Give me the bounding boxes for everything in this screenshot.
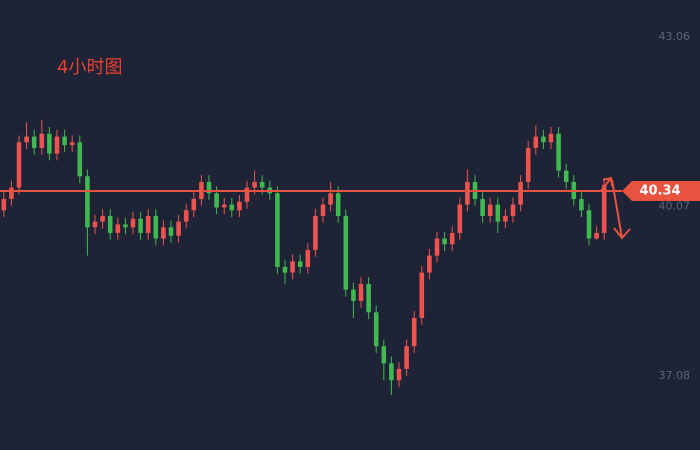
candle-body: [9, 187, 14, 199]
candle-body: [130, 218, 136, 228]
candle-body: [290, 261, 295, 273]
candle-body: [487, 204, 493, 216]
candle-body: [518, 181, 523, 205]
candle-body: [138, 218, 143, 233]
candle-body: [16, 142, 22, 188]
candle-body: [351, 289, 356, 301]
candle-body: [579, 198, 584, 211]
candle-body: [85, 176, 90, 228]
candle-body: [411, 317, 417, 347]
candle-body: [221, 204, 227, 208]
candle-body: [495, 204, 501, 222]
candle-body: [153, 215, 159, 239]
candle-body: [389, 363, 394, 381]
candle-body: [434, 238, 440, 256]
candle-body: [1, 198, 7, 211]
candle-body: [366, 283, 371, 313]
candle-body: [161, 227, 166, 239]
candle-body: [358, 283, 364, 301]
candle-body: [556, 133, 561, 171]
candle-body: [563, 170, 569, 182]
y-tick-label: 40.07: [659, 199, 691, 212]
candle-body: [92, 221, 98, 228]
candle-body: [525, 147, 531, 182]
candle-body: [586, 210, 592, 239]
candle-body: [100, 215, 105, 222]
candle-body: [31, 136, 37, 148]
candle-body: [335, 193, 341, 216]
candle-body: [480, 198, 485, 216]
candle-body: [24, 136, 29, 143]
candle-body: [419, 272, 425, 318]
y-tick-label: 43.06: [659, 30, 691, 43]
candle-body: [465, 181, 470, 205]
candle-body: [297, 261, 303, 267]
candle-body: [275, 193, 280, 267]
candle-body: [503, 215, 508, 222]
candle-body: [541, 136, 546, 143]
candle-body: [404, 346, 409, 369]
candle-body: [206, 181, 212, 194]
candle-body: [115, 224, 121, 233]
candle-body: [176, 221, 181, 236]
candle-body: [47, 133, 52, 154]
candle-body: [62, 136, 67, 146]
candle-body: [237, 201, 242, 211]
candle-body: [244, 187, 250, 202]
candle-body: [373, 312, 379, 347]
candle-body: [39, 133, 45, 148]
price-label: 40.34: [639, 183, 680, 198]
candle-body: [328, 193, 333, 205]
candle-body: [191, 198, 197, 211]
candle-body: [601, 184, 607, 233]
candle-body: [259, 181, 265, 188]
annotation-arrows: [600, 176, 631, 240]
candle-body: [343, 215, 349, 290]
candle-body: [457, 204, 463, 233]
candle-body: [107, 215, 113, 233]
candle-body: [427, 255, 432, 273]
candle-body: [123, 224, 128, 228]
candle-body: [305, 249, 311, 267]
candle-body: [54, 136, 60, 154]
candle-body: [183, 210, 189, 222]
candle-body: [214, 193, 219, 208]
candle-body: [396, 368, 402, 381]
candle-body: [449, 232, 455, 245]
candle-body: [229, 204, 235, 211]
price-label-box: [622, 180, 700, 201]
chart-title: 4小时图: [57, 57, 122, 78]
candle-body: [381, 346, 387, 364]
candle-body: [442, 238, 447, 245]
candle-body: [77, 142, 83, 177]
candle-body: [282, 266, 288, 273]
candle-body: [252, 181, 257, 188]
y-tick-label: 37.08: [659, 369, 691, 382]
candle-body: [594, 232, 599, 239]
candle-body: [510, 204, 516, 216]
candle-body: [548, 133, 554, 143]
candle-body: [313, 215, 318, 250]
candle-body: [533, 136, 539, 148]
candle-body: [168, 227, 174, 236]
candle-body: [145, 215, 151, 233]
candle-body: [69, 142, 75, 146]
candle-body: [320, 204, 326, 216]
